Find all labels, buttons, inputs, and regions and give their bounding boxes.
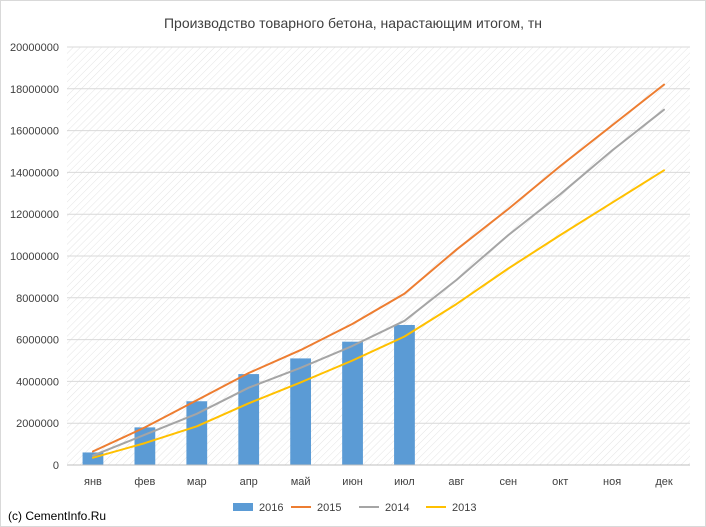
x-tick-label: авг [448, 476, 464, 488]
y-tick-label: 14000000 [10, 167, 59, 179]
credit-text: (c) CementInfo.Ru [8, 509, 106, 523]
x-tick-label: ноя [603, 476, 621, 488]
x-tick-label: июн [342, 476, 362, 488]
x-tick-label: май [291, 476, 311, 488]
x-tick-label: сен [499, 476, 517, 488]
line-2014 [92, 108, 665, 457]
legend-label-2014: 2014 [385, 502, 409, 514]
y-tick-label: 12000000 [10, 209, 59, 221]
x-tick-label: июл [394, 476, 415, 488]
legend-label-2016: 2016 [259, 502, 283, 514]
y-tick-label: 0 [53, 460, 59, 472]
bar-2016 [238, 374, 260, 465]
legend-swatch-2016 [233, 503, 253, 511]
bar-2016 [82, 452, 104, 465]
line-2013 [92, 169, 665, 459]
gridlines [67, 46, 690, 424]
legend-label-2013: 2013 [452, 502, 476, 514]
legend: 2016 2015 2014 2013 [233, 502, 476, 514]
y-tick-label: 10000000 [10, 251, 59, 263]
x-tick-label: янв [84, 476, 102, 488]
x-tick-label: мар [187, 476, 207, 488]
bar-2016 [342, 341, 363, 465]
y-tick-label: 8000000 [16, 293, 59, 305]
y-tick-label: 4000000 [16, 376, 59, 388]
y-tick-label: 18000000 [10, 84, 59, 96]
y-tick-label: 6000000 [16, 335, 59, 347]
bar-2016 [290, 358, 312, 465]
line-series [92, 83, 665, 459]
bar-2016 [186, 401, 208, 465]
x-tick-label: дек [655, 476, 673, 488]
line-2015 [92, 83, 665, 453]
x-tick-label: апр [240, 476, 258, 488]
y-tick-label: 20000000 [10, 42, 59, 54]
chart-title: Производство товарного бетона, нарастающ… [164, 15, 542, 31]
bar-2016 [394, 324, 415, 465]
x-tick-label: фев [134, 476, 155, 488]
y-tick-label: 16000000 [10, 126, 59, 138]
legend-label-2015: 2015 [317, 502, 341, 514]
y-tick-label: 2000000 [16, 418, 59, 430]
x-tick-label: окт [552, 476, 568, 488]
axes: 0 2000000 4000000 6000000 8000000 10000000 120… [10, 42, 690, 488]
